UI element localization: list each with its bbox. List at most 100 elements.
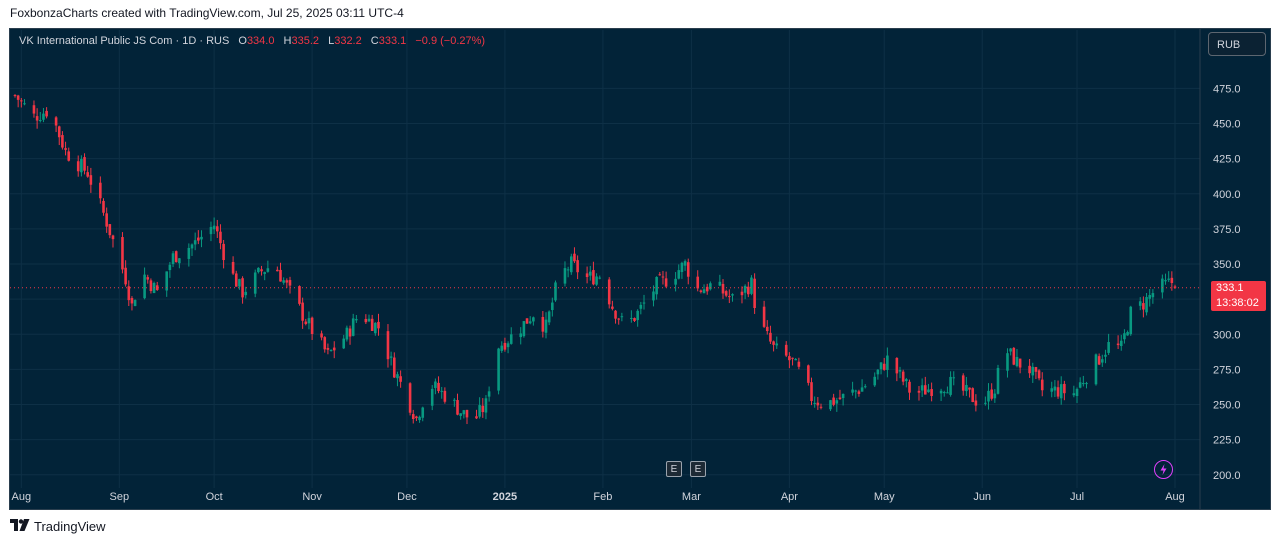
y-tick-label: 450.0 [1213,119,1241,131]
candle-body [45,110,48,117]
candle-body [342,338,346,349]
candle-body [1063,383,1066,394]
candle-body [633,318,636,321]
candle-body [554,282,557,301]
candle-body [323,337,327,350]
candle-body [718,281,722,286]
candle-body [863,386,867,388]
candle-body [971,388,975,403]
candle-body [310,317,314,335]
candle-body [1040,379,1044,391]
candle-body [1107,342,1110,353]
footer: TradingView [10,519,106,534]
candle-body [841,393,845,399]
candle-body [1078,382,1082,388]
candle-body [547,311,551,323]
candle-body [1164,280,1167,282]
currency-button[interactable]: RUB [1208,32,1266,56]
legend-open-value: 334.0 [246,35,275,47]
candle-body [566,269,570,271]
legend-high-label: H [283,35,292,47]
candle-body [819,406,823,408]
candle-body [576,260,579,273]
candle-body [430,388,434,406]
candle-body [1148,295,1152,299]
candle-body [731,294,734,296]
candle-body [146,277,150,280]
lightning-icon[interactable] [1154,460,1173,479]
candle-body [772,341,775,345]
candle-body [1142,303,1145,310]
candle-body [1072,393,1076,396]
candle-body [611,306,614,309]
candle-body [762,306,766,327]
candle-body [1097,356,1101,365]
candle-body [1037,370,1041,379]
candle-body [620,316,624,318]
candle-body [396,374,399,379]
candle-body [459,413,462,416]
x-tick-label: Jun [973,491,991,503]
candle-body [415,416,418,419]
candle-body [174,251,178,263]
candle-body [961,375,965,391]
candle-body [835,400,839,404]
candle-body [487,391,491,397]
candle-body [965,384,968,392]
candle-body [443,390,447,402]
x-tick-label: Aug [1165,491,1185,503]
candle-body [898,370,902,372]
candle-body [1082,383,1085,385]
candle-body [478,405,481,417]
candle-body [630,317,633,319]
candle-body [813,402,816,404]
candle-body [462,410,466,415]
earnings-event-marker-2[interactable]: E [690,461,706,477]
candle-body [740,291,744,296]
candle-body [190,244,194,249]
candle-body [930,389,933,396]
candle-body [57,126,61,138]
tradingview-logo-icon[interactable] [10,519,30,534]
candle-body [753,278,756,309]
legend-open-label: O [238,35,247,47]
candle-body [908,381,911,393]
candle-body [541,316,545,332]
candle-body [1138,301,1142,306]
footer-brand[interactable]: TradingView [34,519,106,534]
candle-body [797,361,801,367]
candle-body [1075,388,1079,397]
candle-body [854,390,858,392]
candle-body [506,343,510,348]
candle-body [592,270,595,285]
candle-body [332,347,336,351]
earnings-event-marker[interactable]: E [666,461,682,477]
candle-body [178,258,181,264]
candle-body [816,402,820,406]
candle-body [851,389,854,393]
candle-body [750,277,753,294]
candle-body [16,95,20,100]
candle-body [124,267,127,285]
candle-body [389,356,393,358]
candle-body [392,357,396,378]
candle-body [453,399,456,401]
candle-body [1009,348,1012,352]
candle-body [456,400,459,415]
candle-body [876,369,880,375]
candle-body [661,276,665,278]
candle-body [857,391,861,394]
x-tick-label: Oct [206,491,223,503]
candle-body [418,416,421,421]
candle-body [642,302,646,304]
candle-body [212,225,216,230]
candle-body [1031,366,1035,376]
candle-body [1006,353,1009,371]
candle-body [307,318,311,324]
candle-body [728,296,731,298]
candle-body [102,200,105,213]
candle-body [1123,333,1126,340]
candle-body [702,289,706,294]
chart-frame[interactable] [9,28,1271,510]
